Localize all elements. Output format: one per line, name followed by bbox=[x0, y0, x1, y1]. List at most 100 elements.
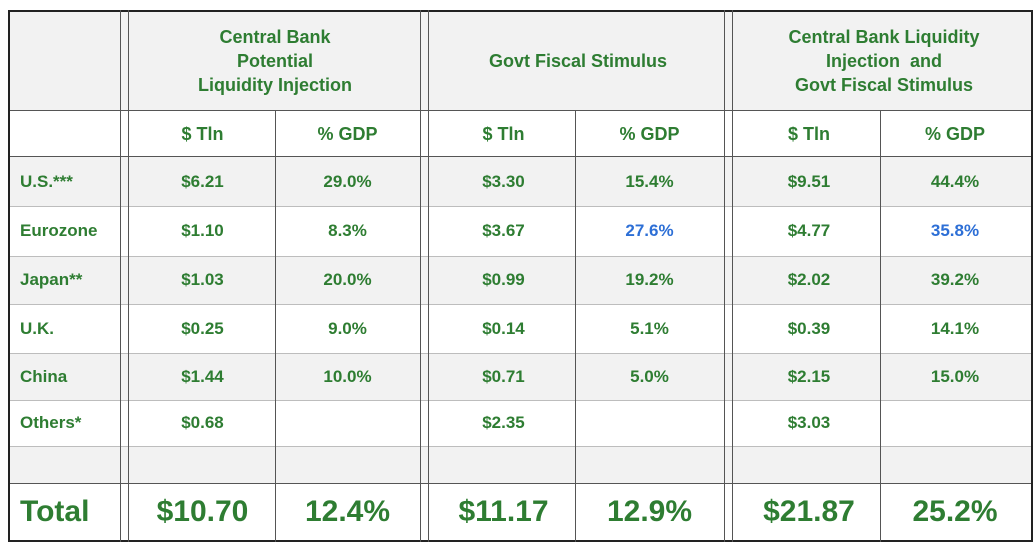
table-cell: $0.99 bbox=[482, 270, 525, 289]
table-cell: $1.44 bbox=[181, 366, 224, 386]
table-cell: 20.0% bbox=[323, 270, 372, 289]
table-cell: $3.67 bbox=[482, 221, 525, 240]
header-group2: Govt Fiscal Stimulus bbox=[432, 12, 724, 109]
table-cell bbox=[880, 446, 1030, 483]
total-cell: $11.17 bbox=[458, 494, 549, 528]
total-cell: $10.70 bbox=[156, 494, 249, 528]
column-divider bbox=[724, 10, 725, 542]
row-divider bbox=[8, 156, 1032, 157]
row-divider bbox=[8, 400, 1032, 401]
header-line: Injection and bbox=[825, 50, 942, 71]
table-cell bbox=[738, 446, 880, 483]
row-label: China bbox=[20, 366, 68, 386]
table-cell: $3.30 bbox=[482, 171, 525, 191]
table-cell: 19.2% bbox=[625, 270, 674, 289]
column-divider bbox=[128, 10, 129, 542]
table-cell: 15.0% bbox=[930, 366, 980, 386]
table-border-bottom bbox=[8, 540, 1032, 542]
row-divider bbox=[8, 206, 1032, 207]
table-cell: $0.25 bbox=[181, 318, 224, 338]
table-cell: $3.03 bbox=[787, 413, 831, 432]
table-cell: $6.21 bbox=[181, 171, 224, 191]
column-divider bbox=[575, 111, 576, 542]
table-cell: $0.14 bbox=[482, 318, 525, 338]
subheader-pct-gdp: % GDP bbox=[619, 123, 680, 144]
table-cell bbox=[432, 446, 575, 483]
table-cell: $0.68 bbox=[181, 413, 224, 432]
header-line: Liquidity Injection bbox=[198, 74, 352, 95]
table-cell bbox=[575, 400, 724, 446]
table-cell: 35.8% bbox=[930, 221, 980, 240]
header-group3: Central Bank Liquidity Injection and Govt … bbox=[738, 12, 1030, 109]
total-label: Total bbox=[20, 494, 90, 528]
row-divider bbox=[8, 256, 1032, 257]
total-cell: 12.9% bbox=[606, 494, 693, 528]
row-shade bbox=[8, 256, 1032, 304]
table-cell: 8.3% bbox=[328, 221, 367, 240]
column-divider bbox=[732, 10, 733, 542]
table-cell: $0.39 bbox=[787, 318, 831, 338]
row-label: U.K. bbox=[20, 318, 54, 338]
table-cell: 5.0% bbox=[630, 366, 669, 386]
subheader-pct-gdp: % GDP bbox=[317, 123, 378, 144]
table-cell: 10.0% bbox=[323, 366, 372, 386]
column-divider bbox=[1031, 10, 1033, 542]
row-divider bbox=[8, 110, 1032, 111]
row-divider bbox=[8, 353, 1032, 354]
table-cell: 27.6% bbox=[625, 221, 674, 240]
total-cell: $21.87 bbox=[763, 494, 855, 528]
table-cell: 5.1% bbox=[630, 318, 669, 338]
column-divider bbox=[428, 10, 429, 542]
table-cell: 15.4% bbox=[625, 171, 674, 191]
table-cell: 39.2% bbox=[930, 270, 980, 289]
row-label bbox=[10, 446, 120, 483]
table-cell: 9.0% bbox=[328, 318, 367, 338]
column-divider bbox=[8, 10, 10, 542]
row-divider bbox=[8, 483, 1032, 484]
row-shade bbox=[8, 157, 1032, 206]
subheader-pct-gdp: % GDP bbox=[924, 123, 985, 144]
row-divider bbox=[8, 304, 1032, 305]
total-cell: 12.4% bbox=[304, 494, 391, 528]
row-label: Japan** bbox=[20, 270, 83, 289]
table-cell: $1.03 bbox=[181, 270, 224, 289]
table-cell: 14.1% bbox=[930, 318, 980, 338]
row-label: Others* bbox=[20, 413, 82, 432]
table-cell bbox=[880, 400, 1030, 446]
table-cell: $4.77 bbox=[787, 221, 831, 240]
table-cell bbox=[130, 446, 275, 483]
table-cell: $2.02 bbox=[787, 270, 831, 289]
column-divider bbox=[120, 10, 121, 542]
subheader-tln: $ Tln bbox=[181, 123, 224, 144]
column-divider bbox=[880, 111, 881, 542]
row-divider bbox=[8, 446, 1032, 447]
table-cell: $1.10 bbox=[181, 221, 224, 240]
header-line: Central Bank bbox=[219, 26, 331, 47]
table-border-top bbox=[8, 10, 1032, 12]
header-line: Govt Fiscal Stimulus bbox=[794, 74, 974, 95]
table-cell: $9.51 bbox=[787, 171, 831, 191]
table-cell: $2.15 bbox=[787, 366, 831, 386]
column-divider bbox=[275, 111, 276, 542]
table-cell: $2.35 bbox=[482, 413, 525, 432]
subheader-tln: $ Tln bbox=[787, 123, 830, 144]
table-cell: 29.0% bbox=[323, 171, 372, 191]
row-label: Eurozone bbox=[20, 221, 98, 240]
header-line: Govt Fiscal Stimulus bbox=[488, 50, 668, 71]
total-cell: 25.2% bbox=[912, 494, 998, 528]
table-cell: 44.4% bbox=[930, 171, 980, 191]
header-line: Central Bank Liquidity bbox=[788, 26, 980, 47]
table-cell bbox=[275, 400, 420, 446]
table-cell bbox=[275, 446, 420, 483]
table-cell: $0.71 bbox=[482, 366, 525, 386]
row-label: U.S.*** bbox=[20, 171, 73, 191]
subheader-tln: $ Tln bbox=[482, 123, 525, 144]
column-divider bbox=[420, 10, 421, 542]
header-line: Potential bbox=[236, 50, 313, 71]
row-shade bbox=[8, 353, 1032, 400]
header-group1: Central Bank Potential Liquidity Injection bbox=[130, 12, 420, 109]
table-cell bbox=[575, 446, 724, 483]
row-shade bbox=[8, 10, 1032, 111]
row-shade bbox=[8, 446, 1032, 483]
